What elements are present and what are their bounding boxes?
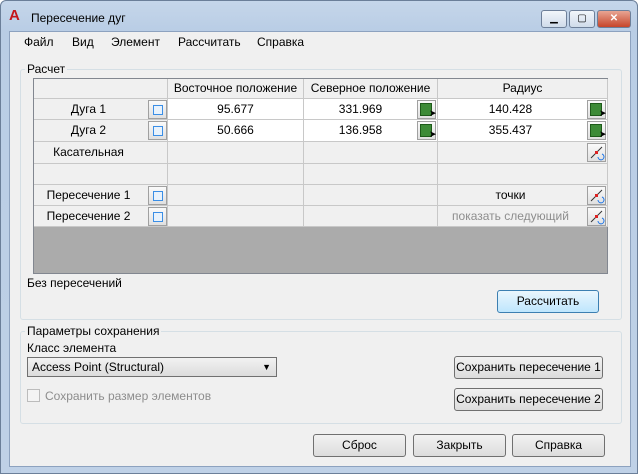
cell-radius[interactable]: 355.437 [438, 120, 608, 142]
menu-bar: Файл Вид Элемент Рассчитать Справка [10, 32, 630, 52]
cell-east[interactable]: 95.677 [168, 99, 304, 120]
cell-north [304, 142, 438, 164]
pick-radius-icon[interactable]: ➤ [587, 121, 607, 140]
cell-radius [438, 164, 608, 185]
cell-east [168, 185, 304, 206]
column-header [34, 79, 168, 99]
cell-north[interactable]: 331.969 [304, 99, 438, 120]
tangent-intersection-icon[interactable] [587, 207, 606, 226]
cell-radius [438, 142, 608, 164]
cell-east [168, 206, 304, 227]
pick-object-button[interactable] [148, 100, 167, 119]
cell-radius: точки [438, 185, 608, 206]
row-label: Касательная [34, 142, 168, 164]
class-select[interactable]: Access Point (Structural) ▼ [27, 357, 277, 377]
pick-object-button[interactable] [148, 207, 167, 226]
menu-view[interactable]: Вид [72, 35, 94, 49]
dialog-client: Файл Вид Элемент Рассчитать Справка Расч… [9, 31, 631, 467]
cell-radius: показать следующий [438, 206, 608, 227]
class-label: Класс элемента [27, 341, 117, 355]
row-label: Дуга 2 [34, 120, 168, 142]
cell-east [168, 142, 304, 164]
row-label [34, 164, 168, 185]
menu-calculate[interactable]: Рассчитать [178, 35, 241, 49]
menu-file[interactable]: Файл [24, 35, 54, 49]
minimize-button[interactable]: ▁ [541, 10, 567, 28]
arc-grid: Восточное положение Северное положение Рад… [33, 78, 608, 274]
close-button[interactable]: ✕ [597, 10, 631, 28]
row-label: Дуга 1 [34, 99, 168, 120]
checkbox-box[interactable] [27, 389, 40, 402]
cell-north [304, 164, 438, 185]
pick-object-button[interactable] [148, 186, 167, 205]
cell-east [168, 164, 304, 185]
cell-east[interactable]: 50.666 [168, 120, 304, 142]
calc-group: Расчет [20, 62, 622, 320]
help-button[interactable]: Справка [512, 434, 605, 457]
window-title: Пересечение дуг [31, 11, 126, 25]
keep-size-checkbox[interactable]: Сохранить размер элементов [27, 389, 211, 403]
save-intersection-2-button[interactable]: Сохранить пересечение 2 [454, 388, 603, 411]
pick-point-icon[interactable]: ➤ [417, 121, 437, 140]
menu-element[interactable]: Элемент [111, 35, 160, 49]
row-label: Пересечение 2 [34, 206, 168, 227]
cell-north[interactable]: 136.958 [304, 120, 438, 142]
tangent-intersection-icon[interactable] [587, 143, 606, 162]
pick-radius-icon[interactable]: ➤ [587, 100, 607, 119]
app-logo-icon: A [9, 7, 20, 24]
save-legend: Параметры сохранения [27, 324, 160, 338]
chevron-down-icon: ▼ [262, 362, 271, 372]
calc-legend: Расчет [27, 62, 66, 76]
calculate-button[interactable]: Рассчитать [497, 290, 599, 313]
save-group: Параметры сохранения [20, 324, 622, 424]
menu-help[interactable]: Справка [257, 35, 305, 49]
cell-north [304, 185, 438, 206]
class-value: Access Point (Structural) [32, 360, 165, 374]
pick-object-button[interactable] [148, 121, 167, 140]
row-label: Пересечение 1 [34, 185, 168, 206]
maximize-button[interactable]: ▢ [569, 10, 595, 28]
pick-point-icon[interactable]: ➤ [417, 100, 437, 119]
reset-button[interactable]: Сброс [313, 434, 406, 457]
close-dialog-button[interactable]: Закрыть [413, 434, 506, 457]
status-text: Без пересечений [27, 276, 122, 290]
column-header: Северное положение [304, 79, 438, 99]
tangent-intersection-icon[interactable] [587, 186, 606, 205]
keep-size-label: Сохранить размер элементов [45, 389, 212, 403]
save-intersection-1-button[interactable]: Сохранить пересечение 1 [454, 356, 603, 379]
column-header: Радиус [438, 79, 608, 99]
column-header: Восточное положение [168, 79, 304, 99]
cell-north [304, 206, 438, 227]
cell-radius[interactable]: 140.428 [438, 99, 608, 120]
